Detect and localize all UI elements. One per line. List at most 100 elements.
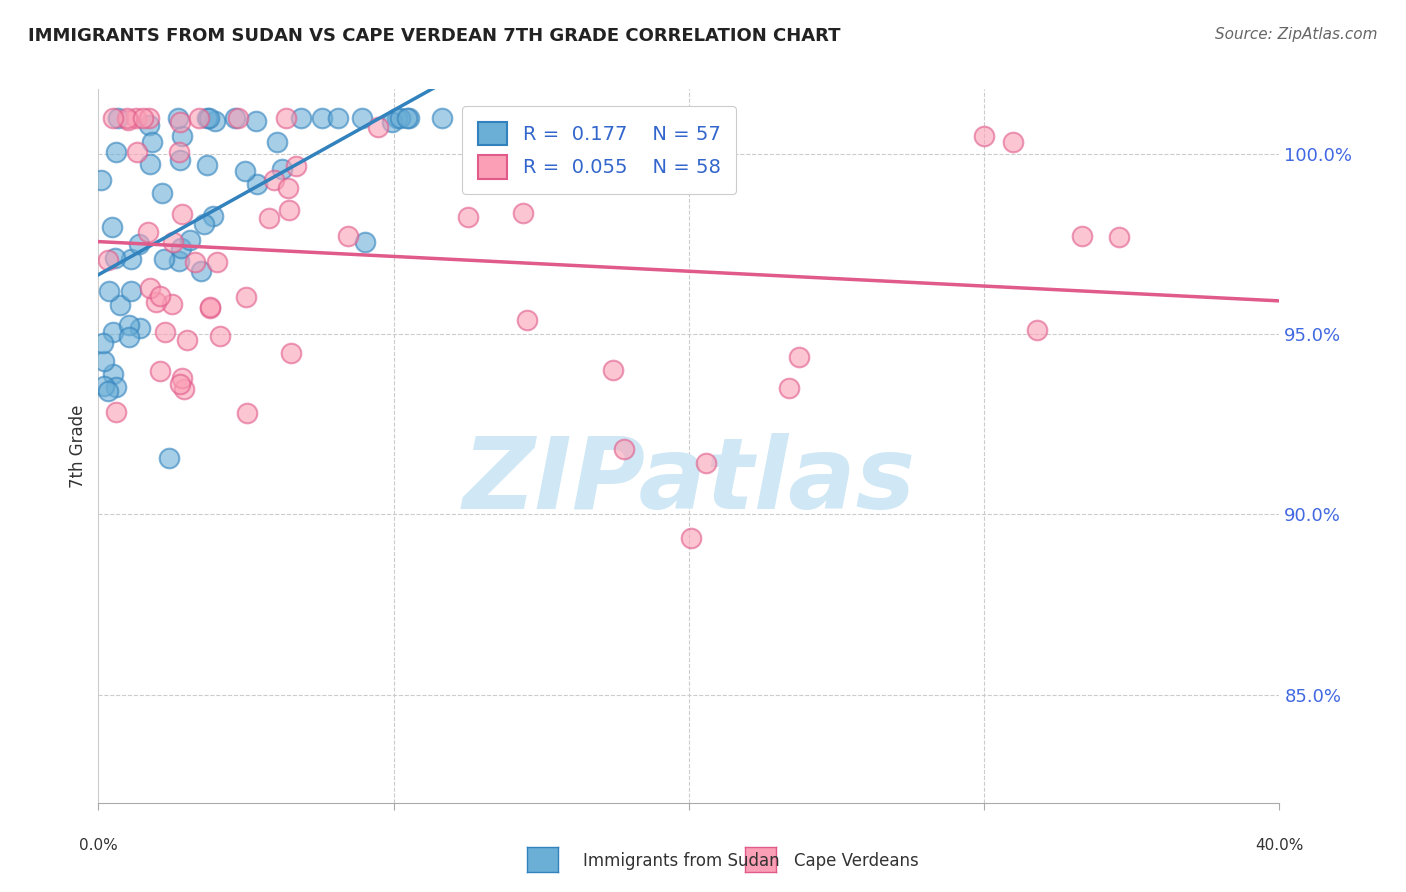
Point — [91, 335, 114, 350]
Point — [209, 329, 232, 343]
Point — [150, 186, 173, 200]
Text: ZIPatlas: ZIPatlas — [463, 434, 915, 530]
Point — [326, 111, 349, 125]
Point — [263, 172, 285, 186]
Point — [1026, 323, 1049, 337]
Text: 40.0%: 40.0% — [1256, 838, 1303, 854]
Point — [190, 264, 212, 278]
Point — [120, 284, 142, 298]
Text: Cape Verdeans: Cape Verdeans — [794, 852, 920, 870]
Point — [105, 380, 128, 394]
Point — [381, 114, 404, 128]
Point — [695, 456, 717, 470]
Text: 0.0%: 0.0% — [79, 838, 118, 854]
Point — [93, 379, 115, 393]
Point — [290, 111, 312, 125]
Point — [662, 117, 685, 131]
Point — [120, 252, 142, 266]
Text: Source: ZipAtlas.com: Source: ZipAtlas.com — [1215, 27, 1378, 42]
Point — [204, 114, 226, 128]
Point — [125, 145, 148, 159]
Point — [973, 129, 995, 144]
Point — [107, 111, 129, 125]
Text: IMMIGRANTS FROM SUDAN VS CAPE VERDEAN 7TH GRADE CORRELATION CHART: IMMIGRANTS FROM SUDAN VS CAPE VERDEAN 7T… — [28, 27, 841, 45]
Point — [266, 135, 288, 149]
Point — [235, 290, 257, 304]
Point — [132, 111, 155, 125]
Point — [118, 318, 141, 332]
Point — [169, 115, 191, 129]
Point — [160, 296, 183, 310]
Point — [136, 226, 159, 240]
Point — [246, 178, 269, 192]
Point — [129, 320, 152, 334]
Point — [179, 233, 201, 247]
Point — [787, 350, 810, 364]
Point — [457, 210, 479, 224]
Point — [277, 203, 299, 218]
Point — [671, 145, 693, 160]
Point — [337, 229, 360, 244]
Point — [226, 111, 249, 125]
Point — [197, 111, 219, 125]
Point — [169, 153, 191, 168]
Point — [201, 209, 224, 223]
Point — [602, 363, 624, 377]
Point — [105, 145, 128, 160]
Point — [778, 381, 800, 395]
Point — [193, 217, 215, 231]
Point — [233, 164, 256, 178]
Point — [200, 301, 222, 315]
Point — [105, 405, 128, 419]
Point — [274, 111, 297, 125]
Point — [139, 280, 162, 294]
Point — [97, 285, 120, 299]
Point — [367, 120, 389, 135]
Point — [257, 211, 280, 225]
Point — [145, 294, 167, 309]
Point — [195, 158, 218, 172]
Point — [115, 111, 138, 125]
Point — [153, 325, 176, 339]
Point — [93, 354, 115, 368]
Point — [350, 111, 373, 125]
Point — [169, 254, 191, 268]
Point — [285, 160, 308, 174]
Point — [172, 128, 194, 143]
Point — [162, 235, 184, 250]
Point — [503, 111, 526, 125]
Point — [172, 370, 194, 384]
Point — [167, 145, 190, 160]
Point — [176, 333, 198, 347]
Point — [398, 111, 420, 125]
Point — [149, 364, 172, 378]
Point — [184, 255, 207, 269]
Point — [103, 326, 125, 340]
Point — [613, 442, 636, 456]
Y-axis label: 7th Grade: 7th Grade — [69, 404, 87, 488]
Point — [108, 298, 131, 312]
Point — [236, 406, 259, 420]
Point — [388, 111, 411, 125]
Point — [385, 111, 408, 125]
Point — [187, 111, 209, 125]
Point — [118, 330, 141, 344]
Text: Immigrants from Sudan: Immigrants from Sudan — [583, 852, 780, 870]
Point — [167, 111, 190, 125]
Point — [170, 207, 193, 221]
Point — [157, 451, 180, 466]
Legend: R =  0.177    N = 57, R =  0.055    N = 58: R = 0.177 N = 57, R = 0.055 N = 58 — [463, 106, 737, 194]
Point — [125, 111, 148, 125]
Point — [1002, 135, 1025, 149]
Point — [311, 111, 333, 125]
Point — [104, 251, 127, 265]
Point — [430, 111, 453, 125]
Point — [173, 382, 195, 396]
Point — [90, 173, 112, 187]
Point — [354, 235, 377, 250]
Point — [141, 135, 163, 149]
Point — [153, 252, 176, 266]
Point — [277, 181, 299, 195]
Point — [149, 289, 172, 303]
Point — [205, 254, 228, 268]
